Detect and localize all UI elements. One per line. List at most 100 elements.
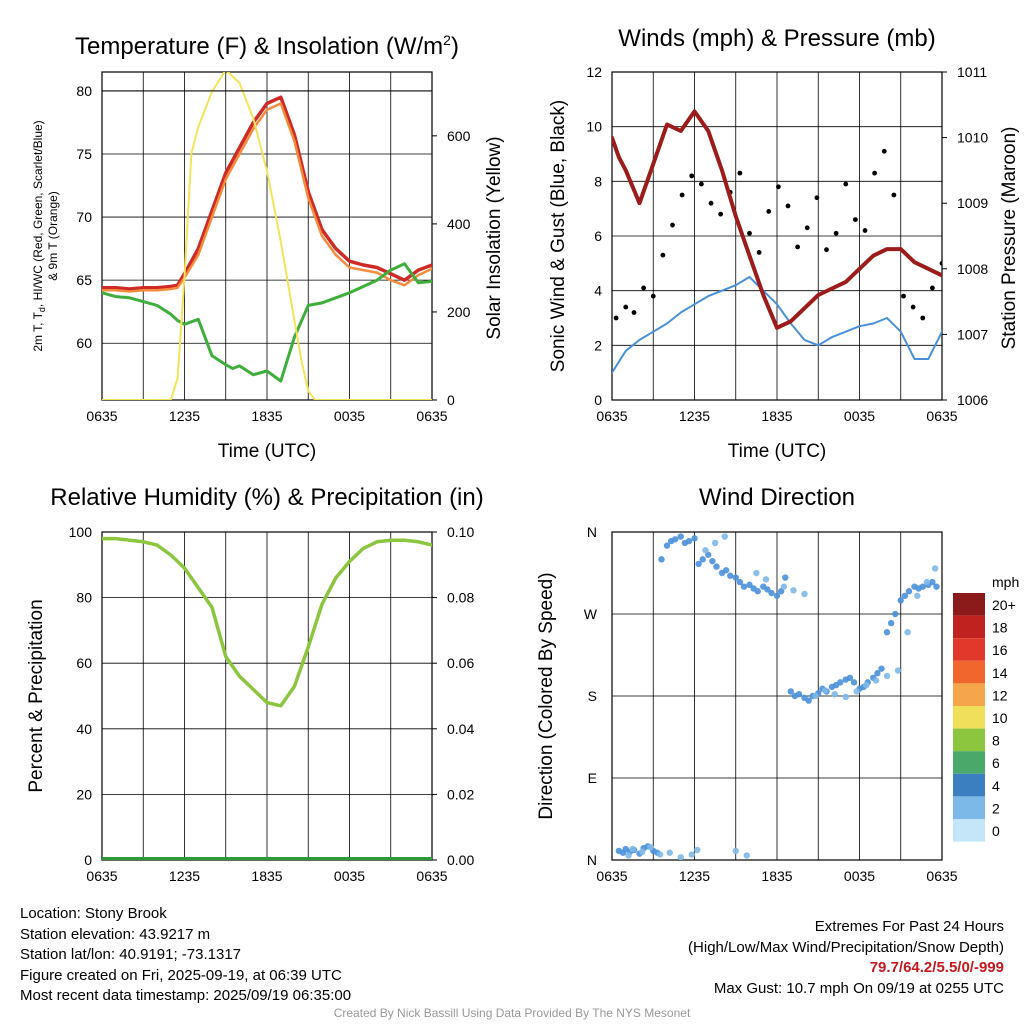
gust-point [929, 285, 935, 291]
y-right-tick-label: 0.08 [447, 590, 474, 606]
direction-point [901, 592, 909, 599]
y-right-tick-label: 0.04 [447, 721, 474, 737]
x-tick-label: 1835 [251, 868, 282, 884]
series-group [102, 72, 432, 400]
panel-title: Relative Humidity (%) & Precipitation (i… [50, 484, 483, 511]
direction-point [658, 556, 665, 563]
gust-point [785, 203, 791, 209]
y-right-axis-label: Solar Insolation (Yellow) [484, 136, 505, 339]
direction-point [691, 535, 698, 542]
y-tick-label: 8 [594, 173, 602, 189]
y-tick-label: 80 [76, 83, 92, 99]
y-tick-label: 60 [76, 335, 92, 351]
series-line-9m-t [102, 102, 432, 293]
speed-legend: mph 20+ 18 16 14 12 10 8 6 4 2 0 [953, 574, 1019, 842]
y-right-tick-label: 0.06 [447, 655, 474, 671]
extremes-heading: Extremes For Past 24 Hours [814, 918, 1004, 935]
x-tick-label: 1235 [679, 868, 710, 884]
y-tick-label: 4 [594, 283, 602, 299]
gust-point [852, 217, 858, 223]
x-tick-label: 0035 [334, 868, 365, 884]
y-tick-label: 2 [594, 337, 602, 353]
gust-point [641, 285, 647, 291]
direction-point [754, 588, 761, 595]
y-tick-label: 70 [76, 209, 92, 225]
direction-point [874, 670, 881, 677]
direction-point [666, 849, 673, 856]
series-group [615, 533, 940, 860]
panel-title: Temperature (F) & Insolation (W/m2) [75, 32, 459, 60]
legend-swatch [953, 728, 985, 752]
direction-point [711, 539, 719, 547]
gust-point [766, 209, 772, 214]
direction-point [846, 674, 854, 681]
legend-swatch [953, 796, 985, 819]
x-tick-label: 1235 [679, 408, 710, 424]
legend-swatch [953, 638, 985, 661]
gust-point [891, 192, 897, 198]
direction-point [721, 533, 728, 540]
y-axis-label: Percent & Precipitation [26, 599, 47, 792]
y-right-tick-label: 1007 [957, 326, 988, 342]
direction-point [831, 690, 838, 698]
gust-point [679, 192, 685, 198]
gust-point [804, 225, 810, 231]
chart-panel-2: 0635 1235 1835 0035 063502468101210061007100… [548, 25, 1020, 462]
y-right-tick-label: 200 [447, 304, 471, 320]
direction-point [746, 581, 753, 589]
direction-point [736, 578, 744, 586]
direction-point [931, 565, 939, 572]
direction-point [732, 847, 739, 855]
y-tick-label: 0 [84, 852, 92, 868]
y-right-tick-label: 600 [447, 128, 471, 144]
direction-point [878, 665, 885, 672]
gust-point [650, 293, 656, 299]
legend-label: 14 [992, 665, 1008, 681]
direction-point [709, 557, 716, 565]
x-tick-label: 1835 [761, 408, 792, 424]
direction-point [929, 578, 936, 586]
direction-point [722, 567, 730, 574]
direction-point [919, 583, 926, 590]
y-right-tick-label: 1011 [957, 64, 987, 80]
legend-label: 0 [992, 823, 1000, 839]
y-tick-label: 65 [76, 272, 92, 288]
y-tick-label: S [588, 688, 597, 704]
y-tick-label: N [587, 524, 597, 540]
max-gust-text: Max Gust: 10.7 mph On 09/19 at 0255 UTC [713, 979, 1004, 997]
direction-point [699, 556, 706, 563]
extremes-subheading: (High/Low/Max Wind/Precipitation/Snow De… [688, 938, 1004, 956]
direction-point [842, 693, 849, 701]
y-right-tick-label: 1006 [957, 392, 988, 408]
direction-point [753, 569, 760, 577]
direction-point [837, 679, 844, 686]
direction-point [905, 588, 913, 595]
direction-point [713, 563, 720, 570]
legend-swatch [953, 819, 985, 842]
direction-point [656, 851, 664, 858]
y-right-tick-label: 1009 [957, 195, 988, 211]
x-tick-label: 1835 [761, 868, 792, 884]
legend-swatch [953, 683, 985, 706]
x-axis-label: Time (UTC) [728, 441, 827, 462]
y-tick-label: 100 [69, 524, 93, 540]
direction-point [897, 597, 904, 604]
legend-swatch [953, 593, 985, 616]
x-tick-label: 0635 [596, 868, 627, 884]
direction-point [780, 583, 788, 590]
gust-point [718, 211, 724, 217]
legend-swatch [953, 660, 985, 684]
legend-label: 10 [992, 710, 1008, 726]
direction-point [768, 589, 775, 597]
y-tick-label: 40 [76, 721, 92, 737]
y-axis-label-part: , HI/WC (Red, Green, Scarlet/Blue) [31, 120, 45, 307]
direction-point [732, 574, 739, 581]
legend-swatch [953, 773, 985, 797]
chart-panel-1: 0635 1235 1835 0035 0635 60 65 70 75 80 0 200 400 600… [31, 32, 505, 462]
gust-point [872, 170, 878, 176]
panel-title: Wind Direction [699, 484, 855, 511]
direction-point [688, 851, 695, 858]
chart-panel-3: 0635 1235 1835 0035 06350204060801000.000.02… [26, 484, 484, 884]
gust-point [939, 260, 942, 266]
